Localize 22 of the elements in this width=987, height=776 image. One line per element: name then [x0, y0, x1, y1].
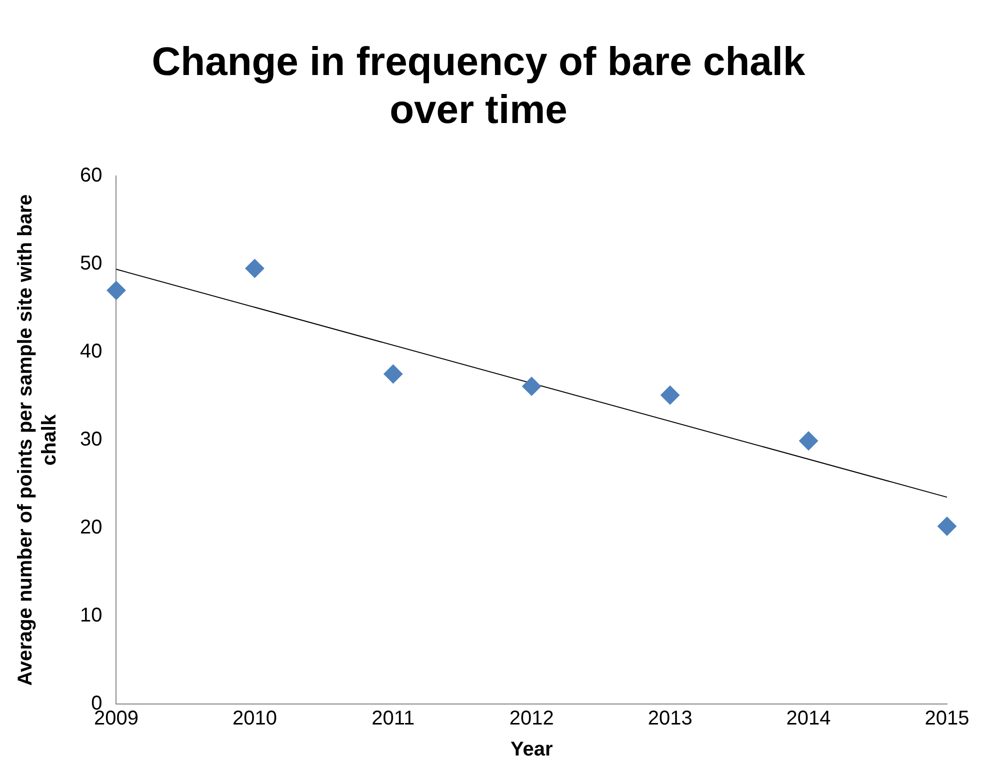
- point: [938, 516, 956, 536]
- x-tick-label: 2014: [786, 708, 831, 730]
- y-tick-label: 20: [80, 516, 102, 539]
- point: [245, 258, 264, 278]
- y-tick-label: 40: [80, 340, 102, 363]
- y-tick-label: 30: [80, 428, 102, 451]
- x-axis-title: Year: [510, 738, 553, 761]
- point: [799, 431, 818, 450]
- y-tick-label: 60: [80, 164, 102, 187]
- point: [660, 386, 680, 405]
- point: [384, 364, 403, 384]
- x-tick-label: 2011: [372, 708, 415, 730]
- x-tick-label: 2013: [648, 708, 692, 730]
- y-tick-label: 10: [80, 604, 102, 627]
- y-tick-label: 50: [80, 252, 102, 275]
- y-axis-title: Average number of points per sample site with bare chalk: [14, 194, 61, 686]
- x-tick-label: 2010: [232, 708, 277, 730]
- chart-title: Change in frequency of bare chalk over time: [152, 40, 806, 132]
- point: [106, 280, 126, 300]
- point: [522, 376, 542, 396]
- x-tick-label: 2015: [924, 708, 970, 730]
- x-tick-label: 2012: [509, 708, 554, 730]
